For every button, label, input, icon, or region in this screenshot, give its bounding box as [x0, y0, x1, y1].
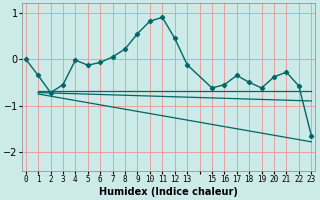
X-axis label: Humidex (Indice chaleur): Humidex (Indice chaleur)	[99, 187, 238, 197]
